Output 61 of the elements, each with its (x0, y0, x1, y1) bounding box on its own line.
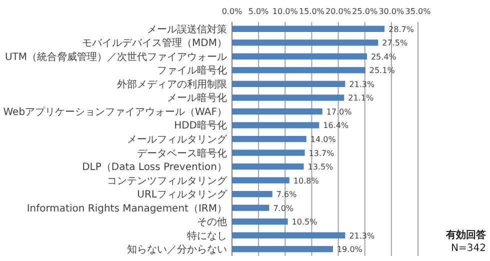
bar (232, 80, 346, 88)
data-label: 27.5% (382, 38, 408, 48)
bar (232, 136, 306, 142)
y-tick-label: メール暗号化 (167, 92, 227, 104)
y-tick-label: メールフィルタリング (127, 134, 228, 146)
bar (232, 122, 320, 128)
y-tick-label: URLフィルタリング (137, 190, 228, 201)
y-tick-label: その他 (197, 216, 227, 228)
x-tick-label: 30.0% (378, 7, 405, 16)
data-label: 25.4% (370, 52, 397, 62)
bar (232, 246, 333, 252)
y-tick-label: データベース暗号化 (137, 147, 227, 160)
x-tick-label: 0.0% (222, 7, 243, 16)
y-tick-label: HDD暗号化 (174, 120, 227, 132)
y-tick-label: 知らない／分からない (127, 244, 227, 256)
bar (232, 53, 367, 60)
y-tick-label: 特になし (187, 230, 227, 242)
data-label: 7.0% (273, 204, 294, 213)
y-tick-label: UTM（統合脅威管理）／次世代ファイアウォール (4, 50, 227, 63)
bar (232, 218, 288, 225)
bar (232, 94, 344, 101)
bar (232, 26, 385, 32)
data-label: 25.1% (369, 66, 396, 76)
y-tick-label: DLP（Data Loss Prevention） (82, 162, 227, 174)
x-tick-label: 10.0% (272, 7, 298, 16)
bar (232, 232, 346, 238)
data-label: 28.7% (388, 24, 414, 34)
bar (232, 204, 270, 211)
y-tick-label: 外部メディアの利用制限 (117, 78, 227, 90)
data-label: 17.0% (326, 107, 352, 116)
data-label: 10.5% (292, 218, 318, 227)
data-label: 10.8% (293, 176, 320, 186)
x-tick-label: 25.0% (352, 7, 378, 16)
bar (232, 67, 366, 74)
data-label: 13.7% (308, 148, 335, 158)
y-tick-label: Webアプリケーションファイアウォール（WAF） (3, 106, 227, 118)
data-label: 19.0% (336, 245, 363, 254)
text: 有効回答 (445, 229, 487, 241)
x-tick-label: 20.0% (326, 7, 352, 16)
y-tick-label: Information Rights Management（IRM） (26, 203, 227, 214)
y-tick-label: コンテンツフィルタリング (107, 176, 228, 187)
bar (232, 163, 304, 170)
y-tick-label: メール誤送信対策 (147, 23, 227, 36)
y-tick-label: ファイル暗号化 (157, 64, 227, 77)
data-label: 16.4% (323, 121, 349, 130)
x-tick-label: 15.0% (299, 7, 325, 16)
text: N=342 (451, 243, 486, 254)
bar (232, 190, 272, 198)
bar (232, 40, 378, 46)
data-label: 13.5% (308, 162, 334, 172)
x-tick-label: 5.0% (248, 7, 270, 16)
data-label: 14.0% (310, 135, 336, 144)
bar (232, 177, 290, 184)
x-tick-label: 35.0% (405, 7, 432, 16)
y-tick-label: モバイルデバイス管理（MDM） (82, 38, 227, 50)
bar (232, 108, 322, 115)
data-label: 21.1% (348, 94, 374, 103)
bar (232, 150, 305, 156)
data-label: 7.6% (276, 190, 298, 200)
data-label: 21.3% (349, 80, 376, 89)
data-label: 21.3% (349, 231, 376, 240)
